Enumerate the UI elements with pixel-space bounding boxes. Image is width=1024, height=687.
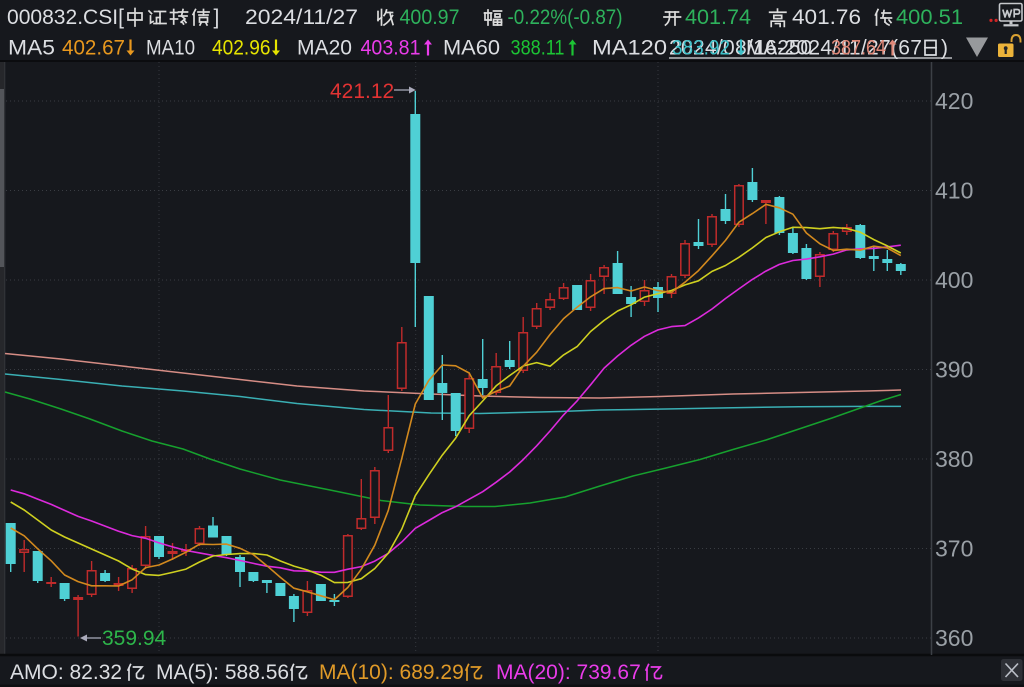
- svg-text:380: 380: [935, 446, 973, 472]
- svg-text:): ): [941, 37, 948, 60]
- svg-text:390: 390: [935, 357, 973, 383]
- svg-text:MA(20): 739.67: MA(20): 739.67: [496, 661, 641, 684]
- svg-text:410: 410: [935, 178, 973, 204]
- svg-text:420: 420: [935, 88, 973, 114]
- svg-text:383.92: 383.92: [672, 37, 730, 60]
- svg-text:2024/11/27: 2024/11/27: [245, 6, 358, 29]
- svg-text:MA20: MA20: [297, 37, 352, 60]
- svg-text:-0.22%(-0.87): -0.22%(-0.87): [508, 6, 623, 29]
- svg-text:402.67: 402.67: [62, 37, 125, 60]
- svg-text:000832.CSI[: 000832.CSI[: [7, 6, 124, 29]
- svg-text:MA120: MA120: [592, 37, 667, 60]
- svg-text:2024/08/16-2024/11/27(67: 2024/08/16-2024/11/27(67: [669, 37, 922, 60]
- svg-text:400.51: 400.51: [896, 6, 963, 29]
- svg-text:401.74: 401.74: [685, 6, 751, 29]
- svg-text:401.76: 401.76: [792, 6, 861, 29]
- svg-text:359.94: 359.94: [102, 627, 167, 650]
- svg-text:403.81: 403.81: [361, 37, 421, 60]
- svg-text:MA60: MA60: [443, 37, 500, 60]
- svg-text:421.12: 421.12: [330, 80, 394, 103]
- svg-text:MA250: MA250: [746, 37, 812, 60]
- svg-text:MA(10): 689.29: MA(10): 689.29: [319, 661, 464, 684]
- svg-text:400.97: 400.97: [400, 6, 460, 29]
- svg-text:360: 360: [935, 625, 973, 651]
- svg-text:AMO: 82.32: AMO: 82.32: [10, 661, 122, 684]
- svg-text:387.64: 387.64: [831, 37, 886, 60]
- svg-text:400: 400: [935, 267, 973, 293]
- svg-text:MA5: MA5: [8, 37, 55, 60]
- svg-text:370: 370: [935, 536, 973, 562]
- svg-text:MA(5): 588.56: MA(5): 588.56: [156, 661, 289, 684]
- svg-text:]: ]: [214, 6, 220, 29]
- svg-text:402.96: 402.96: [212, 37, 271, 60]
- svg-text:388.11: 388.11: [511, 37, 565, 60]
- svg-text:MA10: MA10: [146, 37, 195, 60]
